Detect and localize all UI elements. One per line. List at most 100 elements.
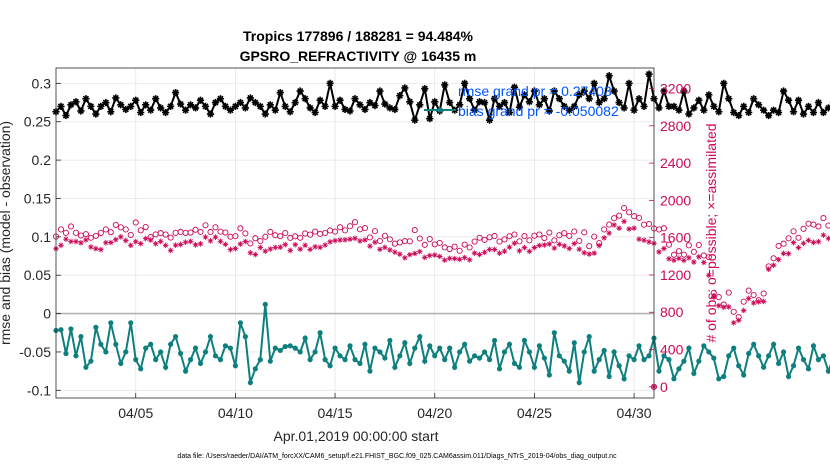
obs-assimilated-point <box>541 242 548 248</box>
rmse-point <box>530 87 538 95</box>
obs-assimilated-point <box>546 241 553 247</box>
obs-assimilated-point <box>312 243 318 250</box>
obs-possible-point <box>790 228 797 235</box>
obs-assimilated-point <box>661 245 667 252</box>
rmse-point <box>396 92 404 100</box>
bias-point <box>775 360 782 367</box>
obs-assimilated-point <box>596 242 602 249</box>
rmse-point <box>391 105 399 114</box>
obs-possible-point <box>426 236 433 243</box>
rmse-point <box>356 101 364 109</box>
obs-assimilated-point <box>407 251 413 258</box>
bias-point <box>606 373 612 380</box>
bias-point <box>741 372 747 378</box>
bias-point <box>93 324 99 330</box>
bias-point <box>332 345 338 351</box>
obs-possible-point <box>187 229 194 236</box>
obs-possible-point <box>252 235 259 242</box>
obs-assimilated-point <box>367 243 373 249</box>
obs-possible-point <box>551 237 558 244</box>
obs-assimilated-point <box>720 304 727 311</box>
rmse-point <box>266 101 274 109</box>
rmse-point <box>505 108 514 117</box>
bias-point <box>367 368 373 374</box>
y-tick-label: 0.05 <box>24 267 51 283</box>
bias-point <box>721 373 727 380</box>
rmse-point <box>346 107 354 115</box>
rmse-point <box>625 79 633 87</box>
rmse-point <box>256 102 264 110</box>
rmse-point <box>615 98 623 107</box>
obs-possible-point <box>436 239 443 246</box>
rmse-point <box>441 81 449 89</box>
bias-point <box>681 358 687 364</box>
bias-point <box>177 350 184 357</box>
obs-assimilated-point <box>68 238 74 245</box>
rmse-point <box>520 91 529 99</box>
bias-point <box>317 330 323 336</box>
obs-assimilated-point <box>227 246 234 253</box>
bias-point <box>780 349 787 355</box>
bias-point <box>596 357 602 363</box>
bias-point <box>242 334 248 340</box>
obs-possible-point <box>566 232 573 239</box>
obs-assimilated-point <box>790 239 797 246</box>
y-tick-label: 0.3 <box>32 75 52 91</box>
bias-point <box>262 301 268 307</box>
rmse-point <box>107 108 115 116</box>
bias-point <box>666 357 672 363</box>
obs-assimilated-point <box>666 256 672 262</box>
obs-possible-point <box>361 225 369 232</box>
bias-point <box>187 357 194 363</box>
rmse-point <box>411 116 419 124</box>
legend: rmse grand pr = 0.27403 bias grand pr = … <box>424 83 619 119</box>
bias-point <box>417 334 423 340</box>
obs-assimilated-point <box>735 317 742 324</box>
legend-rmse: rmse grand pr = 0.27403 <box>458 83 612 99</box>
rmse-point <box>585 95 593 103</box>
obs-assimilated-point <box>377 246 383 253</box>
obs-assimilated-point <box>711 294 717 300</box>
obs-assimilated-point <box>611 222 617 228</box>
obs-possible-point <box>800 225 807 232</box>
rmse-point <box>201 102 210 110</box>
bias-point <box>372 345 378 351</box>
rmse-point <box>386 104 394 112</box>
obs-possible-point <box>591 233 598 240</box>
rmse-point <box>211 98 220 107</box>
obs-assimilated-point <box>810 239 817 246</box>
obs-possible-point <box>247 240 254 247</box>
bias-point <box>73 353 79 359</box>
obs-possible-point <box>376 237 383 244</box>
bias-point <box>302 335 308 341</box>
rmse-point <box>196 96 205 104</box>
bias-point <box>631 357 637 363</box>
obs-possible-point <box>601 226 608 233</box>
bias-point <box>561 358 567 364</box>
obs-possible-point <box>785 235 792 242</box>
obs-possible-point <box>411 227 418 234</box>
obs-assimilated-point <box>491 246 498 253</box>
y-right-tick-label: 2800 <box>660 118 691 134</box>
rmse-point <box>809 108 818 117</box>
obs-possible-point <box>351 219 359 226</box>
obs-possible-point <box>805 220 812 227</box>
bias-point <box>202 349 209 355</box>
rmse-point <box>241 104 249 112</box>
rmse-point <box>480 98 489 107</box>
y-axis-label: rmse and bias (model - observation) <box>0 121 13 345</box>
y-right-tick-label: 2400 <box>660 155 691 171</box>
obs-possible-point <box>466 244 473 251</box>
bias-point <box>212 353 219 359</box>
obs-possible-point <box>202 222 209 229</box>
obs-assimilated-point <box>581 249 588 256</box>
rmse-point <box>540 95 548 103</box>
obs-assimilated-point <box>302 242 308 249</box>
obs-possible-point <box>262 233 269 240</box>
obs-assimilated-point <box>162 242 169 249</box>
obs-possible-point <box>556 232 563 239</box>
rmse-point <box>550 87 558 95</box>
bias-point <box>442 357 448 363</box>
obs-assimilated-point <box>606 230 612 236</box>
obs-assimilated-point <box>352 235 358 242</box>
